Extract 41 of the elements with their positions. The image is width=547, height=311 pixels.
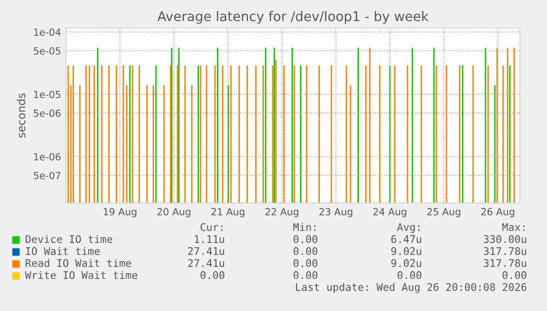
text: 0.00 bbox=[294, 247, 318, 256]
text: 317.78u bbox=[484, 247, 526, 256]
y-tick-label: 1e-04 bbox=[34, 28, 61, 36]
text: Cur: bbox=[200, 223, 222, 232]
x-tick-label: 19 Aug bbox=[104, 208, 136, 218]
x-tick-label: 24 Aug bbox=[373, 208, 406, 218]
y-tick-label: 5e-05 bbox=[34, 47, 60, 55]
text: Avg: bbox=[397, 223, 420, 234]
text: 317.78u bbox=[484, 259, 526, 268]
legend-label: Device IO time bbox=[26, 234, 112, 244]
chart-title: Average latency for /dev/loop1 - by week bbox=[157, 11, 429, 24]
text: 0.00 bbox=[294, 259, 318, 268]
text: 330.00u bbox=[484, 235, 526, 244]
text: 0.00 bbox=[398, 271, 422, 280]
y-tick-label: 5e-07 bbox=[34, 172, 60, 180]
text: 0.00 bbox=[294, 235, 318, 244]
x-tick-label: 26 Aug bbox=[481, 208, 514, 218]
text: 9.02u bbox=[391, 247, 422, 256]
text: 0.00 bbox=[294, 271, 318, 280]
x-tick-label: 20 Aug bbox=[157, 208, 190, 218]
text: Max: bbox=[502, 223, 524, 232]
y-tick-label: 5e-06 bbox=[34, 110, 61, 117]
legend-label: IO Wait time bbox=[26, 246, 100, 256]
x-tick-label: 21 Aug bbox=[211, 208, 244, 218]
legend-label: Write IO Wait time bbox=[25, 270, 138, 280]
text: 0.00 bbox=[200, 271, 224, 280]
text: 27.41u bbox=[188, 259, 224, 268]
x-tick-label: 23 Aug bbox=[319, 208, 352, 218]
text: 1.11u bbox=[194, 235, 224, 244]
text: 9.02u bbox=[391, 259, 422, 268]
x-tick-label: 22 Aug bbox=[265, 208, 298, 218]
y-axis-title: seconds bbox=[16, 93, 26, 138]
text: 6.47u bbox=[391, 235, 422, 244]
text: Min: bbox=[293, 222, 316, 231]
legend-label: Read IO Wait time bbox=[26, 258, 131, 268]
x-tick-label: 25 Aug bbox=[427, 208, 460, 218]
text: 27.41u bbox=[188, 247, 224, 256]
text: 0.00 bbox=[502, 271, 526, 280]
text: Last update: Wed Aug 26 20:00:08 2026 bbox=[296, 282, 526, 294]
y-tick-label: 1e-06 bbox=[34, 153, 61, 160]
y-tick-label: 1e-05 bbox=[34, 90, 60, 98]
